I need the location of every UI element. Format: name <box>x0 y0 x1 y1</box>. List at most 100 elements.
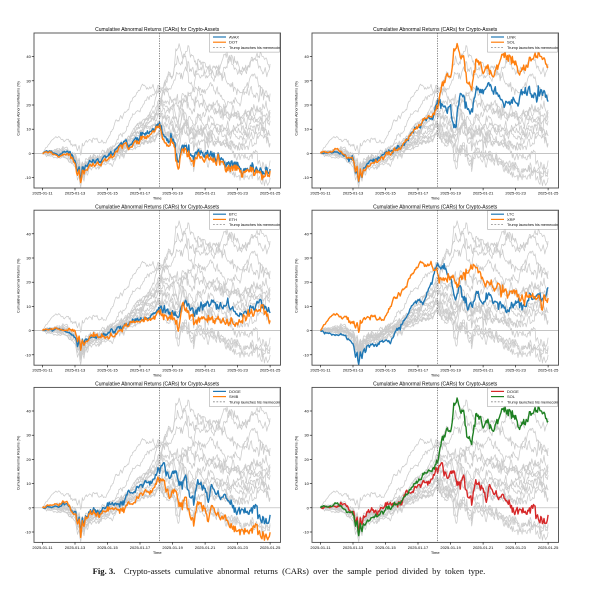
svg-text:2025-01-25: 2025-01-25 <box>260 190 281 195</box>
svg-text:2025-01-19: 2025-01-19 <box>162 545 183 550</box>
svg-text:-10: -10 <box>25 175 32 180</box>
svg-text:40: 40 <box>26 54 31 59</box>
svg-text:2025-01-11: 2025-01-11 <box>310 368 331 373</box>
svg-text:2025-01-13: 2025-01-13 <box>343 190 364 195</box>
svg-text:DOGE: DOGE <box>507 389 519 394</box>
svg-text:Trump launches his memecoin: Trump launches his memecoin <box>229 399 280 404</box>
svg-text:Cumulative Abnormal Returns (%: Cumulative Abnormal Returns (%) <box>295 436 299 490</box>
svg-text:-10: -10 <box>303 175 310 180</box>
svg-text:2025-01-15: 2025-01-15 <box>375 368 396 373</box>
svg-text:BTC: BTC <box>229 212 237 217</box>
svg-text:2025-01-19: 2025-01-19 <box>162 190 183 195</box>
svg-text:10: 10 <box>26 304 31 309</box>
svg-text:Cumulative Abnormal Returns (C: Cumulative Abnormal Returns (CARs) for C… <box>95 382 220 388</box>
svg-text:2025-01-11: 2025-01-11 <box>310 545 331 550</box>
svg-text:-10: -10 <box>303 352 310 357</box>
svg-text:DOT: DOT <box>229 40 238 45</box>
svg-text:2025-01-21: 2025-01-21 <box>195 545 216 550</box>
svg-text:30: 30 <box>26 433 31 438</box>
svg-text:Cumulative Abnormal Returns (%: Cumulative Abnormal Returns (%) <box>295 81 299 135</box>
svg-text:2025-01-11: 2025-01-11 <box>32 368 53 373</box>
svg-text:Cumulative Abnormal Returns (C: Cumulative Abnormal Returns (CARs) for C… <box>373 27 498 33</box>
svg-text:2025-01-21: 2025-01-21 <box>195 190 216 195</box>
svg-text:DOGE: DOGE <box>229 389 241 394</box>
svg-text:Cumulative Abnormal Returns (C: Cumulative Abnormal Returns (CARs) for C… <box>95 204 220 210</box>
svg-text:2025-01-17: 2025-01-17 <box>130 190 151 195</box>
svg-text:2025-01-23: 2025-01-23 <box>505 368 526 373</box>
svg-text:2025-01-21: 2025-01-21 <box>195 368 216 373</box>
svg-text:2025-01-25: 2025-01-25 <box>260 545 281 550</box>
svg-text:30: 30 <box>26 256 31 261</box>
svg-text:Cumulative Abnormal Returns (C: Cumulative Abnormal Returns (CARs) for C… <box>373 204 498 210</box>
svg-text:SOL: SOL <box>507 394 516 399</box>
svg-text:10: 10 <box>26 481 31 486</box>
svg-text:0: 0 <box>29 328 32 333</box>
svg-text:0: 0 <box>29 151 32 156</box>
svg-text:2025-01-23: 2025-01-23 <box>505 190 526 195</box>
svg-text:10: 10 <box>304 481 309 486</box>
svg-text:Time: Time <box>431 195 441 200</box>
svg-text:2025-01-19: 2025-01-19 <box>162 368 183 373</box>
svg-text:-10: -10 <box>303 530 310 535</box>
svg-text:10: 10 <box>26 127 31 132</box>
svg-text:Trump launches his memecoin: Trump launches his memecoin <box>229 45 280 50</box>
svg-text:Trump launches his memecoin: Trump launches his memecoin <box>507 222 558 227</box>
svg-text:2025-01-17: 2025-01-17 <box>130 368 151 373</box>
svg-text:Time: Time <box>431 373 441 378</box>
svg-text:40: 40 <box>26 231 31 236</box>
svg-text:0: 0 <box>29 505 32 510</box>
svg-text:Time: Time <box>153 195 163 200</box>
svg-text:2025-01-13: 2025-01-13 <box>343 545 364 550</box>
svg-text:0: 0 <box>307 505 310 510</box>
svg-text:AVAX: AVAX <box>229 35 239 40</box>
svg-text:40: 40 <box>26 409 31 414</box>
svg-text:Trump launches his memecoin: Trump launches his memecoin <box>507 45 558 50</box>
svg-text:40: 40 <box>304 54 309 59</box>
svg-text:2025-01-15: 2025-01-15 <box>97 368 118 373</box>
svg-text:2025-01-17: 2025-01-17 <box>408 545 429 550</box>
svg-text:LINK: LINK <box>507 35 516 40</box>
svg-text:40: 40 <box>304 409 309 414</box>
svg-text:2025-01-19: 2025-01-19 <box>440 545 461 550</box>
svg-text:2025-01-25: 2025-01-25 <box>538 368 559 373</box>
svg-text:2025-01-17: 2025-01-17 <box>408 190 429 195</box>
svg-text:Cumulative Abnormal Returns (C: Cumulative Abnormal Returns (CARs) for C… <box>373 382 498 388</box>
svg-text:2025-01-15: 2025-01-15 <box>375 190 396 195</box>
svg-text:2025-01-23: 2025-01-23 <box>227 190 248 195</box>
svg-text:2025-01-11: 2025-01-11 <box>32 545 53 550</box>
svg-text:Cumulative Abnormal Returns (C: Cumulative Abnormal Returns (CARs) for C… <box>95 27 220 33</box>
svg-text:Trump launches his memecoin: Trump launches his memecoin <box>229 222 280 227</box>
svg-text:2025-01-25: 2025-01-25 <box>538 545 559 550</box>
svg-text:30: 30 <box>304 78 309 83</box>
svg-text:2025-01-13: 2025-01-13 <box>65 545 86 550</box>
svg-text:0: 0 <box>307 151 310 156</box>
svg-text:2025-01-23: 2025-01-23 <box>227 545 248 550</box>
svg-text:XRP: XRP <box>507 217 516 222</box>
svg-text:2025-01-11: 2025-01-11 <box>310 190 331 195</box>
svg-text:2025-01-15: 2025-01-15 <box>97 545 118 550</box>
svg-text:2025-01-19: 2025-01-19 <box>440 190 461 195</box>
svg-text:2025-01-15: 2025-01-15 <box>375 545 396 550</box>
svg-text:Time: Time <box>153 373 163 378</box>
svg-text:Time: Time <box>431 550 441 555</box>
svg-text:2025-01-13: 2025-01-13 <box>65 368 86 373</box>
svg-text:Cumulative Abnormal Returns (%: Cumulative Abnormal Returns (%) <box>295 259 299 313</box>
svg-text:Trump launches his memecoin: Trump launches his memecoin <box>507 399 558 404</box>
svg-text:2025-01-13: 2025-01-13 <box>65 190 86 195</box>
svg-text:30: 30 <box>304 256 309 261</box>
svg-text:20: 20 <box>26 103 31 108</box>
svg-text:30: 30 <box>26 78 31 83</box>
svg-text:ETH: ETH <box>229 217 237 222</box>
svg-text:Cumulative Abnormal Returns (%: Cumulative Abnormal Returns (%) <box>17 436 21 490</box>
svg-text:2025-01-23: 2025-01-23 <box>505 545 526 550</box>
svg-text:10: 10 <box>304 127 309 132</box>
svg-text:2025-01-15: 2025-01-15 <box>97 190 118 195</box>
svg-text:2025-01-21: 2025-01-21 <box>473 545 494 550</box>
svg-text:2025-01-17: 2025-01-17 <box>408 368 429 373</box>
svg-text:2025-01-13: 2025-01-13 <box>343 368 364 373</box>
svg-text:10: 10 <box>304 304 309 309</box>
svg-text:20: 20 <box>304 457 309 462</box>
svg-text:20: 20 <box>26 280 31 285</box>
svg-text:2025-01-19: 2025-01-19 <box>440 368 461 373</box>
svg-text:40: 40 <box>304 231 309 236</box>
